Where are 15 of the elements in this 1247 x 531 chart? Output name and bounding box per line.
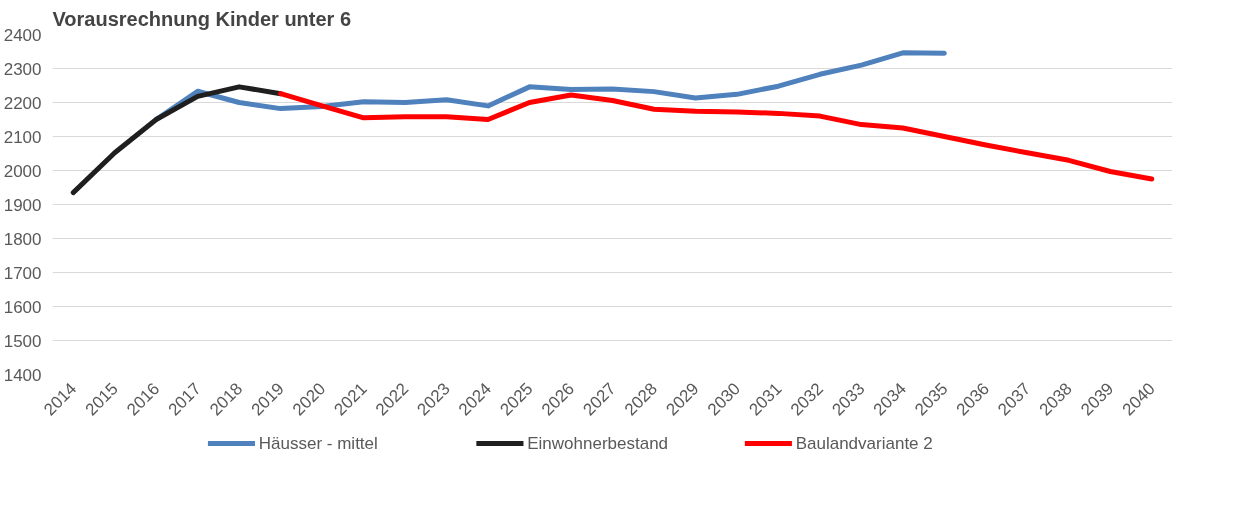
chart-title: Vorausrechnung Kinder unter 6 [52, 7, 352, 30]
y-tick-label: 1600 [3, 297, 42, 317]
y-tick-label: 2200 [3, 93, 42, 113]
y-tick-label: 2100 [3, 127, 42, 147]
y-tick-label: 1800 [3, 229, 42, 249]
y-tick-label: 2300 [3, 59, 42, 79]
y-tick-label: 1400 [3, 365, 42, 385]
y-tick-label: 2000 [3, 161, 42, 181]
y-tick-label: 2400 [3, 25, 42, 45]
y-tick-label: 1500 [3, 331, 42, 351]
legend-label: Baulandvariante 2 [795, 434, 933, 453]
y-tick-label: 1900 [3, 195, 42, 215]
legend-label: Häusser - mittel [258, 434, 378, 453]
legend-label: Einwohnerbestand [527, 434, 669, 453]
y-tick-label: 1700 [3, 263, 42, 283]
